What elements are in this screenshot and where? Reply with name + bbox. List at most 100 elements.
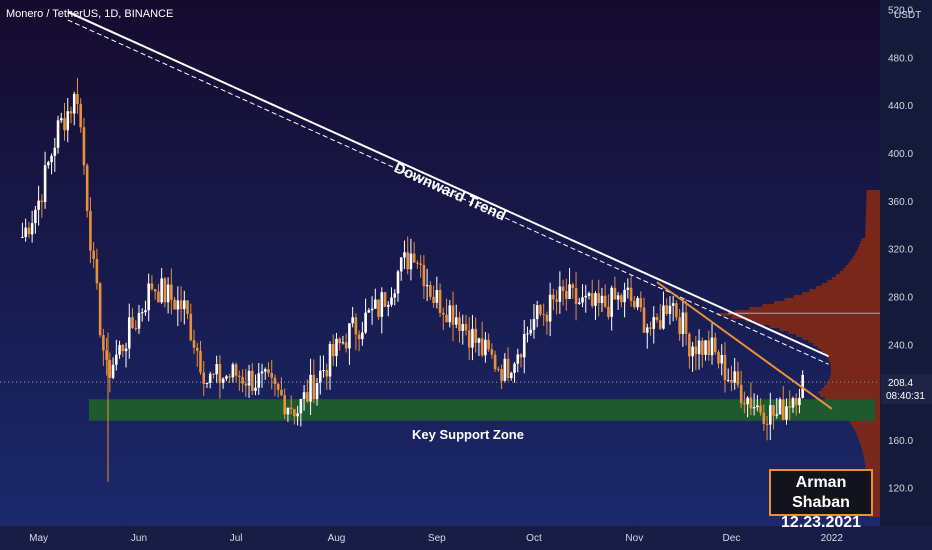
volume-profile-bar — [793, 295, 880, 298]
candle-body — [623, 289, 626, 303]
candle-body — [163, 278, 167, 303]
candle-body — [186, 300, 189, 314]
candle-body — [296, 413, 299, 417]
candle-body — [590, 293, 594, 306]
author-badge: Arman Shaban 12.23.2021 — [769, 469, 873, 531]
candle-body — [218, 364, 222, 383]
candle-body — [176, 300, 180, 310]
candle-body — [577, 302, 581, 304]
volume-profile-bar — [779, 328, 880, 331]
candle-body — [153, 289, 157, 292]
candle-body — [448, 305, 452, 323]
candle-body — [416, 262, 419, 264]
candle-body — [649, 327, 652, 329]
volume-profile-bar — [856, 250, 880, 253]
volume-profile-bar — [865, 223, 880, 226]
candle-body — [124, 348, 128, 352]
candle-body — [626, 287, 630, 290]
candle-body — [364, 312, 367, 333]
candle-body — [768, 405, 772, 425]
volume-profile-bar — [865, 229, 880, 232]
candle-body — [603, 295, 607, 307]
y-tick-label: 160.0 — [888, 436, 913, 447]
candle-body — [545, 314, 549, 322]
volume-profile-bar — [866, 205, 880, 208]
volume-profile-bar — [818, 391, 880, 394]
candle-body — [409, 253, 413, 270]
volume-profile-bar — [868, 508, 880, 511]
candle-body — [458, 317, 461, 332]
candle-body — [231, 364, 235, 378]
price-tag — [881, 374, 932, 405]
candle-body — [238, 375, 241, 378]
volume-profile-bar — [862, 451, 880, 454]
candle-body — [377, 299, 380, 317]
volume-profile-bar — [866, 190, 880, 193]
candle-body — [484, 339, 487, 356]
candle-body — [442, 312, 445, 315]
volume-profile-bar — [865, 220, 880, 223]
candle-body — [694, 346, 698, 355]
volume-profile-bar — [850, 421, 880, 424]
downtrend-line — [67, 11, 829, 358]
candle-body — [597, 293, 601, 304]
candle-body — [425, 285, 429, 287]
candle-body — [247, 370, 251, 386]
candle-body — [655, 317, 659, 321]
volume-profile-bar — [858, 436, 880, 439]
y-tick-label: 120.0 — [888, 484, 913, 495]
volume-profile-bar — [826, 382, 880, 385]
candle-body — [370, 308, 374, 311]
candle-body — [759, 405, 762, 413]
candle-body — [34, 209, 37, 224]
candle-body — [752, 407, 756, 409]
y-tick-label: 440.0 — [888, 101, 913, 112]
candle-body — [688, 333, 691, 357]
volume-profile-bar — [842, 268, 880, 271]
volume-profile-bar — [855, 430, 880, 433]
candle-body — [675, 303, 678, 318]
candle-body — [629, 287, 633, 301]
candle-body — [665, 305, 668, 314]
candle-body — [620, 295, 623, 303]
volume-profile-bar — [835, 274, 880, 277]
candle-body — [267, 369, 270, 374]
candle-body — [318, 370, 322, 384]
volume-profile-bar — [868, 496, 880, 499]
candle-body — [322, 370, 325, 372]
candle-body — [396, 271, 400, 294]
candle-body — [778, 399, 782, 415]
volume-profile-bar — [758, 322, 880, 325]
candle-body — [471, 328, 474, 348]
candle-body — [102, 335, 105, 351]
candle-body — [701, 340, 704, 355]
candle-body — [461, 324, 465, 332]
candle-body — [516, 354, 520, 364]
candle-body — [529, 329, 533, 334]
countdown-label: 08:40:31 — [886, 391, 925, 402]
volume-profile-bar — [802, 337, 880, 340]
candle-body — [21, 236, 24, 238]
candle-body — [380, 292, 384, 317]
candle-body — [445, 314, 448, 323]
candle-body — [166, 284, 170, 303]
candle-body — [756, 405, 759, 408]
candle-body — [736, 371, 740, 385]
time-axis-background — [0, 526, 932, 550]
candle-body — [212, 373, 215, 375]
volume-profile-bar — [829, 376, 880, 379]
volume-profile-bar — [784, 298, 880, 301]
candle-body — [302, 392, 306, 400]
volume-profile-bar — [850, 259, 880, 262]
downtrend-line-dashed — [67, 19, 829, 365]
volume-profile-bar — [845, 265, 880, 268]
candle-body — [697, 340, 701, 355]
candle-body — [234, 364, 238, 376]
price-axis-background — [880, 0, 932, 550]
candle-body — [215, 364, 218, 375]
candle-body — [743, 403, 746, 405]
volume-profile-bar — [867, 478, 880, 481]
candle-body — [66, 111, 70, 131]
volume-profile-bar — [717, 313, 880, 316]
